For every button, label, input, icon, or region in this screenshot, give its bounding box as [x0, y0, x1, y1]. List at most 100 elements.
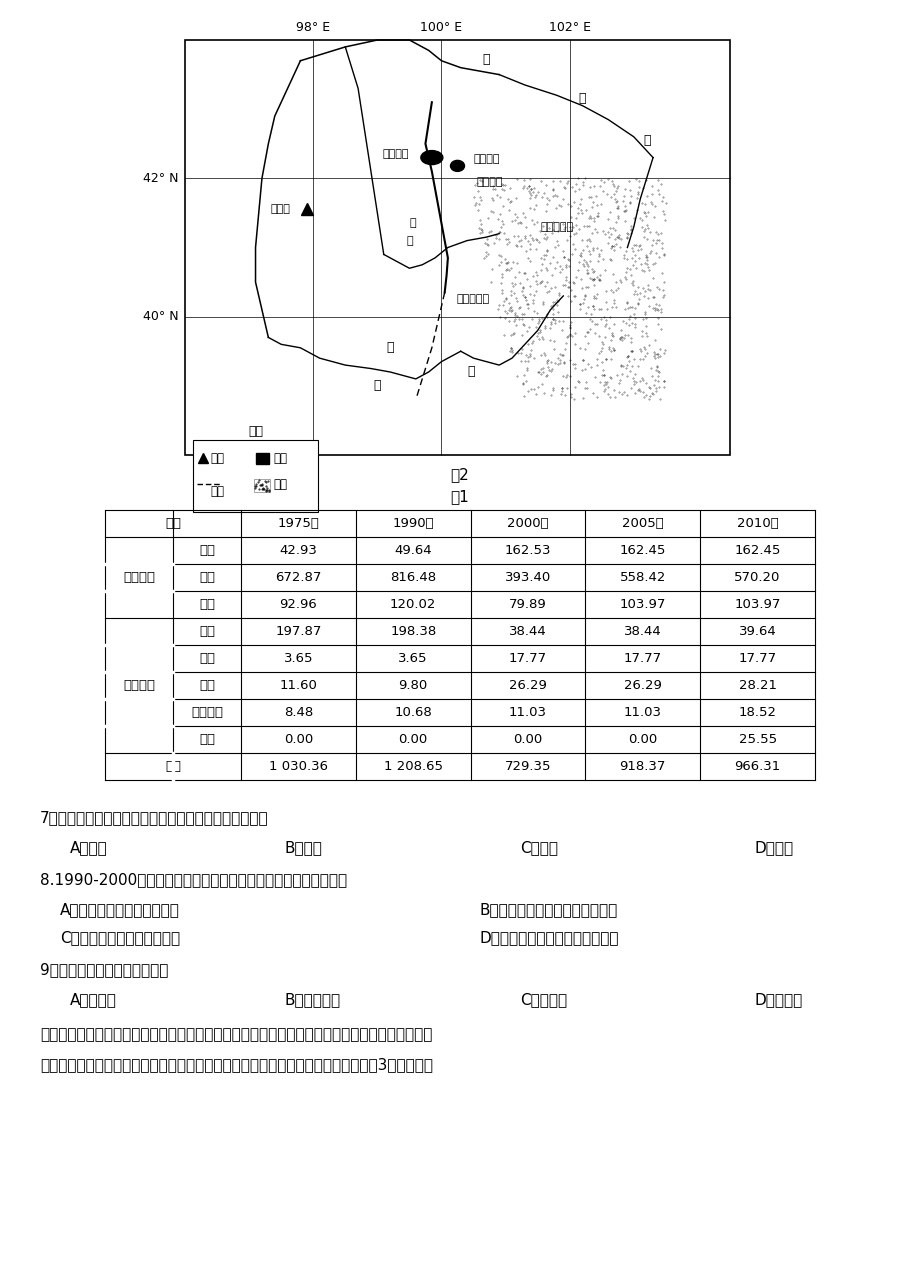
Point: [627, 280, 641, 301]
Point: [596, 366, 610, 386]
Point: [494, 175, 508, 195]
Point: [639, 229, 653, 250]
Point: [518, 269, 533, 289]
Point: [638, 246, 652, 266]
Point: [563, 196, 578, 217]
Point: [637, 254, 652, 274]
Point: [501, 260, 516, 280]
Point: [637, 339, 652, 359]
Point: [468, 195, 482, 215]
Point: [627, 245, 641, 265]
Point: [650, 347, 664, 367]
Point: [628, 257, 642, 278]
Point: [624, 312, 639, 333]
Point: [554, 377, 569, 397]
Point: [582, 231, 596, 251]
Point: [525, 266, 539, 287]
Point: [495, 175, 510, 195]
Text: 17.77: 17.77: [508, 652, 547, 665]
Point: [624, 341, 639, 362]
Point: [495, 296, 510, 316]
Point: [593, 169, 607, 190]
Point: [499, 233, 514, 254]
Point: [639, 254, 653, 274]
Point: [585, 269, 600, 289]
Point: [526, 348, 540, 368]
Point: [585, 191, 600, 211]
Point: [542, 254, 557, 274]
Text: 103.97: 103.97: [618, 598, 665, 612]
Point: [630, 355, 645, 376]
Text: 3.65: 3.65: [398, 652, 427, 665]
Point: [604, 236, 618, 256]
Point: [574, 175, 589, 195]
Point: [621, 192, 636, 213]
Point: [604, 236, 618, 256]
Point: [647, 369, 662, 390]
Point: [554, 344, 569, 364]
Point: [524, 228, 539, 248]
Point: [638, 385, 652, 405]
Text: 7．影响额济纳旗自然绿洲内草地面积变化的主要因素是: 7．影响额济纳旗自然绿洲内草地面积变化的主要因素是: [40, 810, 268, 826]
Point: [589, 266, 604, 287]
Point: [516, 303, 531, 324]
Point: [641, 386, 656, 406]
Point: [585, 261, 600, 282]
Point: [526, 284, 540, 304]
Point: [657, 340, 672, 361]
Point: [516, 364, 531, 385]
Point: [594, 341, 608, 362]
Point: [589, 349, 604, 369]
Point: [535, 293, 550, 313]
Point: [655, 245, 670, 265]
Point: [624, 248, 639, 269]
Point: [625, 368, 640, 389]
Point: [527, 214, 541, 234]
Point: [508, 187, 523, 208]
Point: [481, 222, 495, 242]
Point: [611, 228, 626, 248]
Point: [490, 209, 505, 229]
Point: [516, 315, 531, 335]
Point: [616, 382, 630, 403]
Point: [501, 232, 516, 252]
Text: 2010年: 2010年: [736, 517, 777, 530]
Text: 100° E: 100° E: [420, 20, 462, 34]
Point: [561, 285, 575, 306]
Point: [536, 358, 550, 378]
Point: [531, 329, 546, 349]
Point: [574, 350, 589, 371]
Point: [650, 299, 664, 320]
Point: [631, 208, 646, 228]
Point: [627, 313, 641, 334]
Point: [495, 196, 510, 217]
Point: [521, 176, 536, 196]
Point: [626, 234, 641, 255]
Point: [516, 372, 530, 392]
Point: [573, 229, 588, 250]
Point: [564, 326, 579, 347]
Point: [624, 273, 639, 293]
Point: [258, 480, 273, 501]
Point: [508, 306, 523, 326]
Point: [537, 245, 551, 265]
Point: [494, 217, 508, 237]
Point: [550, 311, 565, 331]
Point: [503, 284, 517, 304]
Point: [602, 387, 617, 408]
Point: [638, 206, 652, 227]
Point: [539, 228, 553, 248]
Point: [647, 301, 662, 321]
Point: [575, 389, 590, 409]
Point: [617, 196, 631, 217]
Point: [607, 229, 622, 250]
Point: [509, 290, 524, 311]
Point: [610, 176, 625, 196]
Point: [635, 382, 650, 403]
Point: [585, 288, 600, 308]
Point: [591, 269, 606, 289]
Point: [543, 312, 558, 333]
Point: [627, 251, 641, 271]
Point: [545, 380, 560, 400]
Point: [614, 383, 629, 404]
